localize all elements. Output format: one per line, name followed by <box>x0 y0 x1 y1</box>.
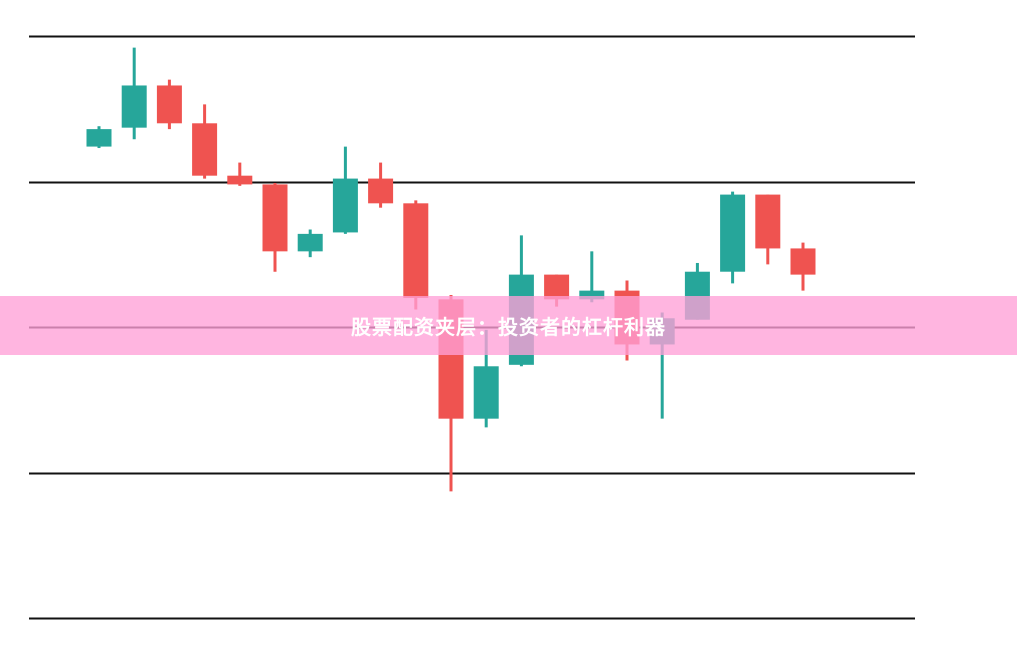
candle-body-up <box>473 366 499 419</box>
candle-body-down <box>790 248 816 275</box>
candle-body-down <box>755 194 781 249</box>
candle-body-up <box>86 129 112 147</box>
candle-body-up <box>121 85 147 128</box>
banner-text: 股票配资夹层：投资者的杠杆利器 <box>351 315 666 339</box>
title-banner: 股票配资夹层：投资者的杠杆利器 <box>0 296 1017 355</box>
candle-body-up <box>579 290 605 300</box>
candle-body-up <box>297 233 323 252</box>
candle-body-down <box>227 175 253 185</box>
candle-body-down <box>403 203 429 298</box>
candle-body-down <box>192 123 218 176</box>
candle-body-down <box>544 274 570 300</box>
candle-body-up <box>332 178 358 233</box>
candle-body-down <box>262 184 288 252</box>
candle-body-down <box>156 85 182 124</box>
candle-body-up <box>720 194 746 272</box>
candle-body-down <box>368 178 394 204</box>
